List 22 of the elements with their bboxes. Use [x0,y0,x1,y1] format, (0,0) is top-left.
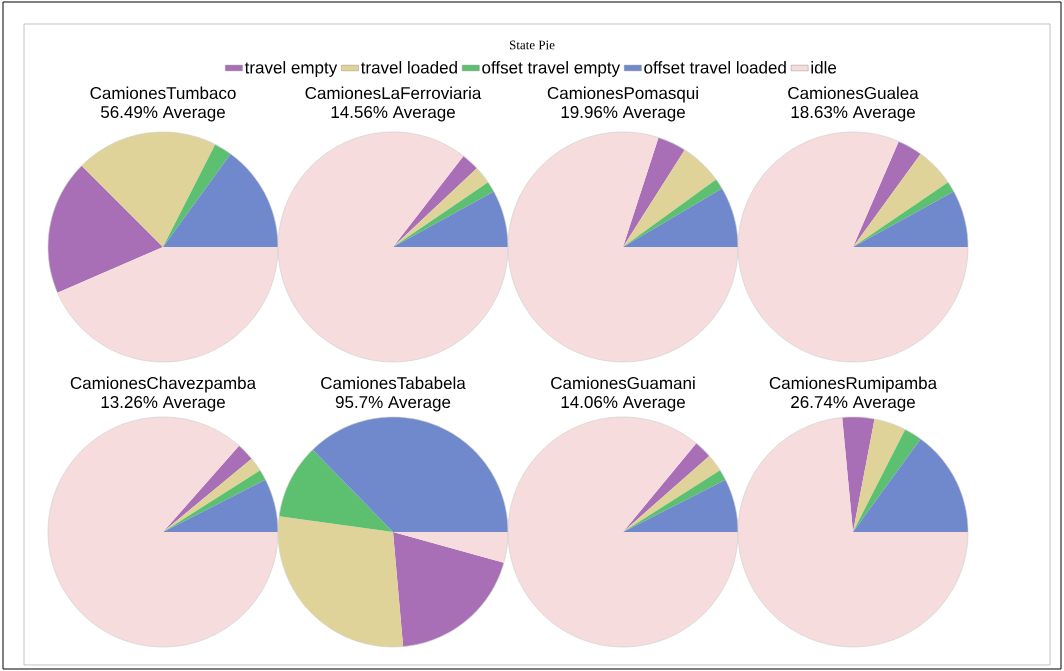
text: State Pie [509,40,555,50]
text: CamionesTumbaco [90,86,236,100]
chart-subtitle: 18.63% Average [791,106,915,122]
text: 56.49% Average [100,106,225,122]
chart-subtitle: 14.56% Average [331,106,455,122]
chart-subtitle: 26.74% Average [791,396,915,412]
chart-subtitle: 13.26% Average [101,396,225,412]
chart-title: CamionesGuamani [551,376,695,390]
chart-title: CamionesTababela [321,376,466,390]
legend-label: travel loaded [360,61,457,74]
legend-label: offset travel empty [482,61,621,77]
chart-title: CamionesGualea [788,86,919,100]
chart-subtitle: 19.96% Average [561,106,685,122]
chart-title: CamionesPomasqui [547,86,698,103]
legend-label: travel empty [244,61,338,77]
legend-label: idle [811,61,837,74]
chart-title: CamionesLaFerroviaria [305,86,482,100]
chart-title: CamionesChavezpamba [70,376,257,393]
chart-subtitle: 95.7% Average [335,396,451,412]
chart-title: CamionesRumipamba [769,376,938,393]
chart-subtitle: 14.06% Average [561,396,685,412]
legend-label: offset travel loaded [644,61,786,74]
